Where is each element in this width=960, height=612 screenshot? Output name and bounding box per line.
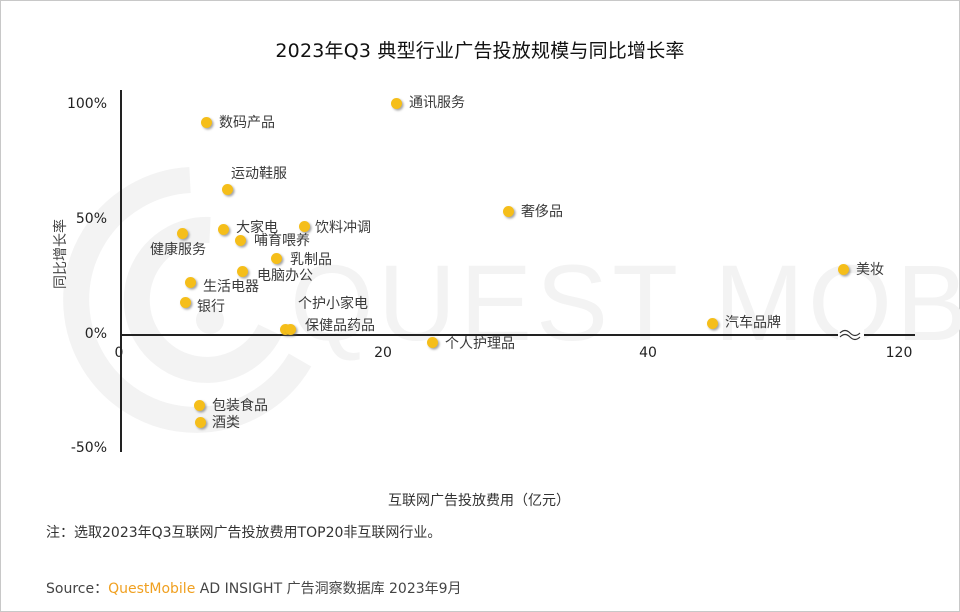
- data-point: [270, 252, 282, 264]
- point-label: 个人护理品: [445, 336, 515, 352]
- source-line: Source：QuestMobile AD INSIGHT 广告洞察数据库 20…: [46, 578, 462, 598]
- data-point: [184, 276, 196, 288]
- point-label: 酒类: [212, 415, 240, 431]
- data-point: [193, 399, 205, 411]
- data-point: [217, 223, 229, 235]
- y-tick-50: 50%: [75, 211, 107, 227]
- data-point: [234, 234, 246, 246]
- point-label: 哺育喂养: [254, 233, 310, 249]
- y-axis-line: [120, 90, 122, 452]
- data-point: [502, 205, 514, 217]
- point-label: 美妆: [856, 262, 884, 278]
- data-point: [298, 220, 310, 232]
- point-label: 包装食品: [212, 398, 268, 414]
- data-point: [179, 296, 191, 308]
- point-label: 运动鞋服: [231, 166, 287, 182]
- x-tick-40: 40: [639, 345, 657, 361]
- point-label: 饮料冲调: [315, 220, 371, 236]
- data-point: [176, 227, 188, 239]
- y-tick-0: 0%: [84, 326, 107, 342]
- y-tick-100: 100%: [66, 96, 107, 112]
- axis-break-icon: [838, 325, 864, 343]
- data-point: [390, 97, 402, 109]
- data-point: [194, 416, 206, 428]
- point-label: 生活电器: [203, 279, 259, 295]
- point-label: 汽车品牌: [725, 315, 781, 331]
- data-point: [236, 265, 248, 277]
- point-label: 数码产品: [219, 115, 275, 131]
- x-axis-label: 互联网广告投放费用（亿元）: [388, 493, 570, 509]
- x-tick-20: 20: [374, 345, 392, 361]
- point-label: 大家电: [236, 220, 278, 236]
- source-rest: AD INSIGHT 广告洞察数据库 2023年9月: [195, 581, 462, 597]
- x-axis-line: [120, 334, 915, 336]
- data-point: [284, 323, 296, 335]
- data-point: [200, 116, 212, 128]
- y-tick-neg50: -50%: [70, 440, 107, 456]
- data-point: [706, 317, 718, 329]
- data-point: [221, 183, 233, 195]
- point-label: 保健品药品: [305, 318, 375, 334]
- source-brand: QuestMobile: [108, 581, 196, 597]
- x-tick-120: 120: [885, 345, 913, 361]
- x-tick-0: 0: [114, 345, 124, 361]
- data-point: [837, 263, 849, 275]
- data-point: [426, 336, 438, 348]
- point-label: 个护小家电: [298, 296, 368, 312]
- point-label: 通讯服务: [409, 95, 465, 111]
- source-prefix: Source：: [46, 581, 109, 597]
- y-axis-label: 同比增长率: [53, 219, 69, 289]
- footnote: 注：选取2023年Q3互联网广告投放费用TOP20非互联网行业。: [46, 525, 442, 541]
- point-label: 奢侈品: [521, 204, 563, 220]
- point-label: 健康服务: [150, 242, 206, 258]
- chart-title: 2023年Q3 典型行业广告投放规模与同比增长率: [275, 40, 685, 62]
- point-label: 电脑办公: [257, 268, 313, 284]
- point-label: 乳制品: [290, 252, 332, 268]
- point-label: 银行: [197, 299, 225, 315]
